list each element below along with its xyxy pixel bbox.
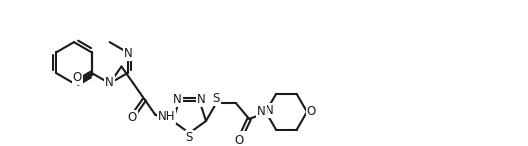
Text: O: O [128,111,137,124]
Text: N: N [257,105,266,118]
Text: NH: NH [158,110,175,123]
Text: O: O [72,71,82,84]
Text: N: N [265,104,274,117]
Text: N: N [197,93,206,106]
Text: N: N [105,76,114,89]
Text: S: S [213,92,220,105]
Text: O: O [234,134,244,146]
Text: O: O [307,105,316,118]
Text: N: N [124,47,133,60]
Text: N: N [173,93,182,106]
Text: S: S [186,131,193,144]
